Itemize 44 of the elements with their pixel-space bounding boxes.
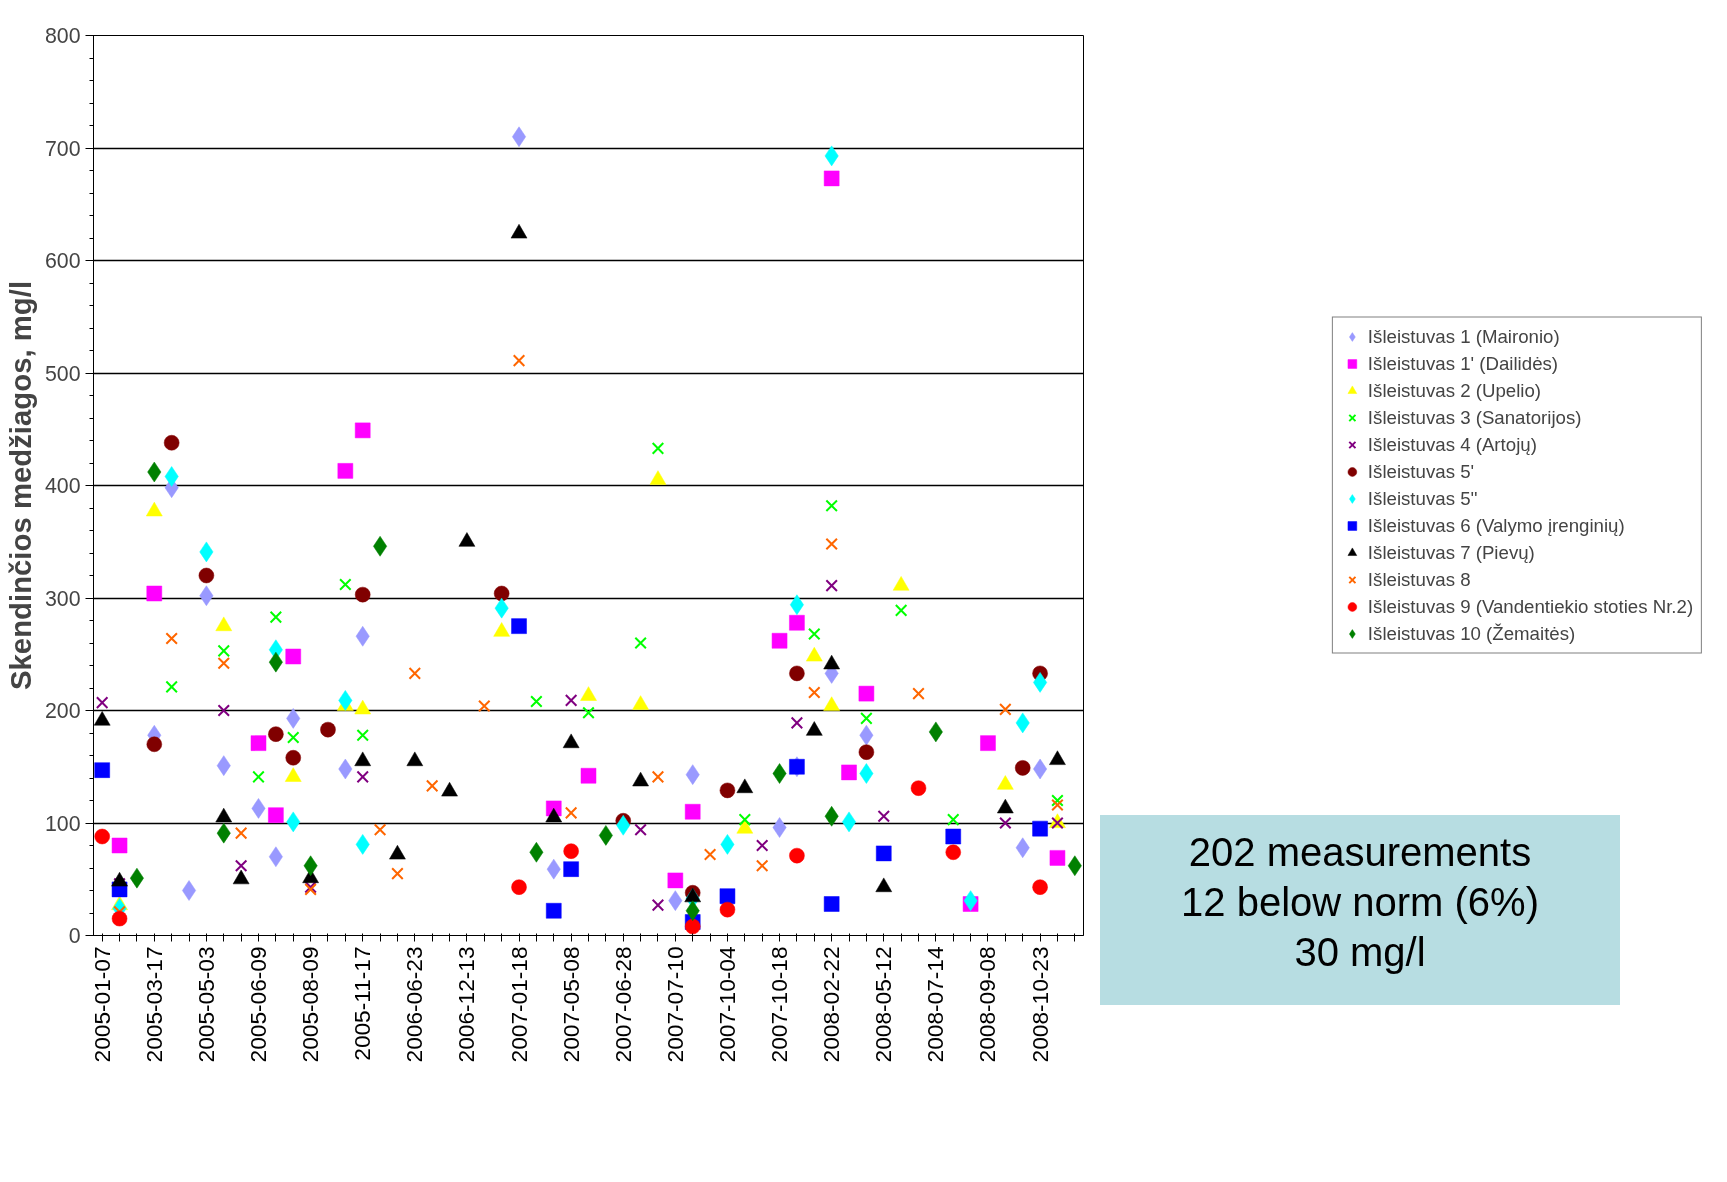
text: 202 measurements: [1188, 830, 1532, 874]
legend-label: Išleistuvas 1' (Dailidės): [1367, 352, 1559, 375]
y-tick-label: 200: [44, 699, 81, 723]
x-tick-label: 2006-12-13: [453, 946, 480, 1063]
x-tick-label: 2007-07-10: [661, 946, 688, 1063]
x-tick-label: 2008-09-08: [974, 946, 1001, 1063]
y-tick-label: 300: [44, 586, 81, 611]
x-tick-label: 2005-05-03: [192, 946, 219, 1063]
x-tick-label: 2007-06-28: [609, 946, 636, 1063]
y-tick-label: 0: [68, 924, 81, 948]
x-tick-label: 2008-07-14: [922, 946, 949, 1063]
x-tick-label: 2007-01-18: [505, 946, 532, 1063]
y-tick-label: 500: [44, 361, 81, 386]
x-tick-label: 2007-10-04: [713, 946, 740, 1063]
x-tick-label: 2008-05-12: [870, 946, 897, 1063]
x-tick-label: 2005-03-17: [140, 946, 167, 1063]
x-tick-label: 2005-08-09: [297, 946, 324, 1063]
x-tick-label: 2005-06-09: [245, 946, 271, 1063]
x-tick-label: 2005-01-07: [88, 946, 115, 1063]
y-axis-title: Skendinčios medžiagos, mg/l: [3, 280, 37, 691]
legend-label: Išleistuvas 10 (Žemaitės): [1367, 622, 1576, 645]
legend-label: Išleistuvas 8: [1367, 568, 1471, 591]
text: 12 below norm (6%): [1181, 880, 1539, 924]
x-tick-label: 2007-05-08: [557, 946, 584, 1063]
x-tick-label: 2006-06-23: [401, 946, 428, 1063]
y-tick-label: 600: [44, 249, 81, 273]
legend-label: Išleistuvas 1 (Maironio): [1367, 325, 1560, 348]
x-tick-label: 2008-02-22: [818, 946, 845, 1063]
y-tick-label: 700: [44, 136, 81, 161]
legend-label: Išleistuvas 3 (Sanatorijos): [1367, 406, 1582, 429]
y-tick-label: 100: [44, 811, 81, 836]
legend-label: Išleistuvas 4 (Artojų): [1367, 433, 1537, 456]
text: 30 mg/l: [1294, 930, 1426, 974]
y-tick-label: 800: [44, 24, 81, 48]
legend-label: Išleistuvas 2 (Upelio): [1367, 379, 1542, 402]
legend-label: Išleistuvas 6 (Valymo įrenginių): [1367, 514, 1625, 537]
y-tick-label: 400: [44, 474, 81, 498]
x-tick-label: 2007-10-18: [766, 946, 793, 1063]
legend-label: Išleistuvas 7 (Pievų): [1367, 541, 1535, 564]
legend-label: Išleistuvas 5': [1367, 460, 1475, 483]
legend-label: Išleistuvas 9 (Vandentiekio stoties Nr.2): [1367, 595, 1694, 618]
legend-label: Išleistuvas 5'': [1367, 487, 1478, 510]
x-tick-label: 2005-11-17: [349, 946, 376, 1061]
x-tick-label: 2008-10-23: [1026, 946, 1053, 1063]
